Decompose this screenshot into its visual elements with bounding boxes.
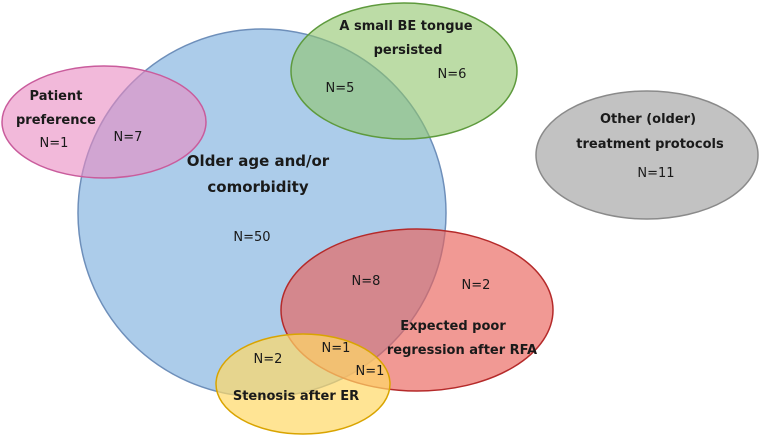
count-poor: N=2	[462, 278, 491, 293]
count-older-tongue: N=5	[326, 81, 355, 96]
set-other-protocols	[535, 90, 759, 220]
count-older-age: N=50	[233, 230, 270, 245]
set-stenosis	[215, 333, 391, 435]
label-tongue-line1: A small BE tongue	[339, 19, 472, 34]
count-older-patient: N=7	[114, 130, 143, 145]
count-tongue: N=6	[438, 67, 467, 82]
label-other-line1: Other (older)	[600, 112, 696, 127]
count-patient: N=1	[40, 136, 69, 151]
count-older-poor: N=8	[352, 274, 381, 289]
label-other-line2: treatment protocols	[576, 137, 724, 152]
label-poor-line1: Expected poor	[400, 319, 506, 334]
count-older-poor-stenosis: N=1	[322, 341, 351, 356]
count-older-stenosis: N=2	[254, 352, 283, 367]
label-older-age-line1: Older age and/or	[187, 152, 330, 170]
label-patient-line2: preference	[16, 113, 96, 128]
label-stenosis: Stenosis after ER	[233, 389, 359, 404]
label-tongue-line2: persisted	[374, 43, 443, 58]
set-be-tongue	[290, 2, 518, 140]
label-poor-line2: regression after RFA	[387, 343, 537, 358]
label-patient-line1: Patient	[30, 89, 83, 104]
count-other: N=11	[637, 166, 674, 181]
count-poor-stenosis: N=1	[356, 364, 385, 379]
set-patient-preference	[1, 65, 207, 179]
label-older-age-line2: comorbidity	[207, 178, 308, 196]
